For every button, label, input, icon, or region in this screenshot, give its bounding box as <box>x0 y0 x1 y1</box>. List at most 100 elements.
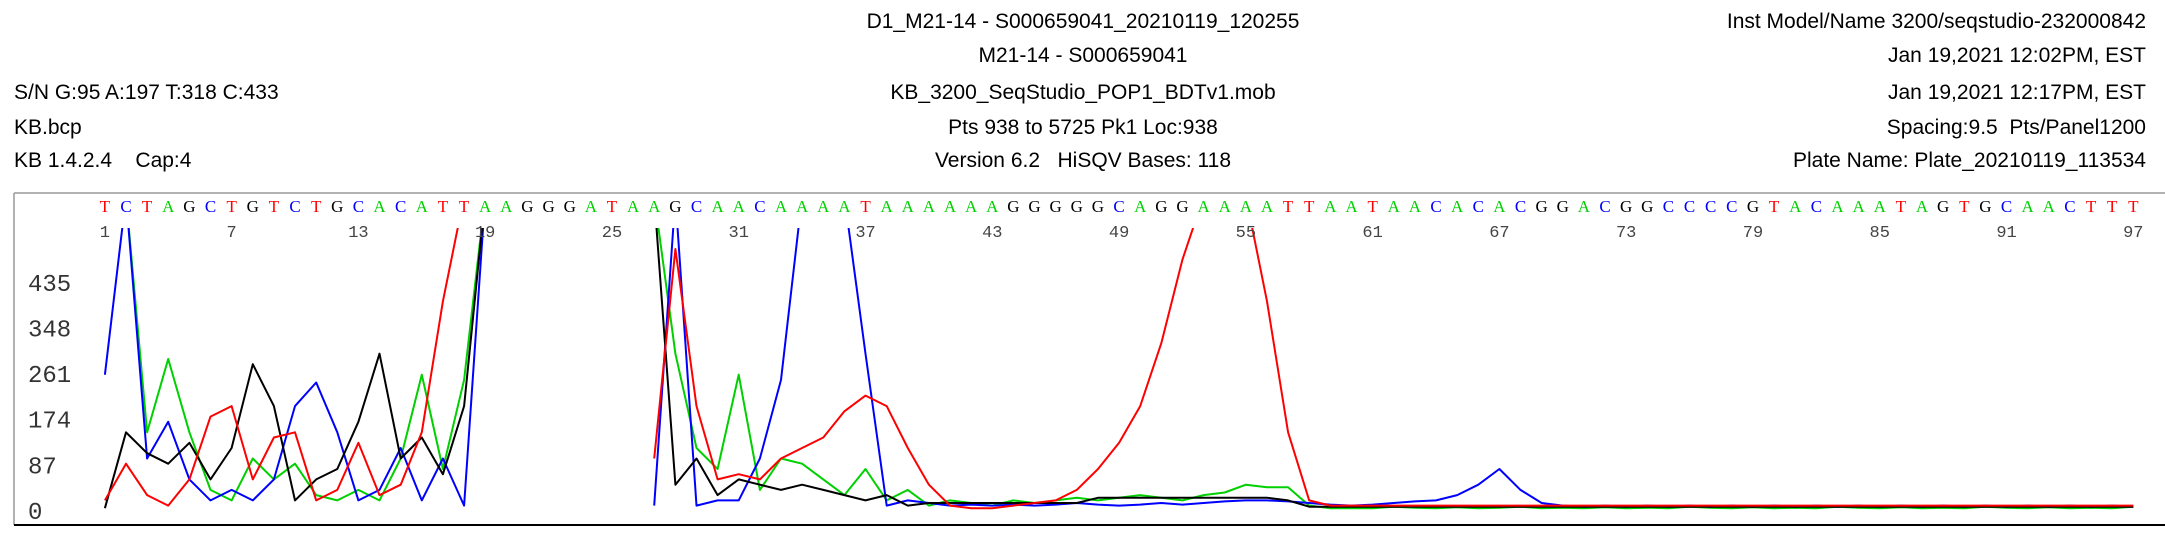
header-left-line: KB.bcp <box>14 116 82 139</box>
base-call: A <box>1219 197 1232 216</box>
base-call: A <box>986 197 999 216</box>
base-call: A <box>1493 197 1506 216</box>
base-call: T <box>1769 197 1780 216</box>
base-call: G <box>331 197 343 216</box>
base-call: A <box>648 197 661 216</box>
base-call: A <box>1324 197 1337 216</box>
base-call: T <box>142 197 153 216</box>
header-center-line: Version 6.2 HiSQV Bases: 118 <box>935 149 1231 172</box>
x-tick-label: 7 <box>227 224 237 243</box>
base-call: A <box>1916 197 1929 216</box>
base-call: A <box>817 197 830 216</box>
base-call: A <box>162 197 175 216</box>
base-call: T <box>1304 197 1315 216</box>
base-call: A <box>881 197 894 216</box>
header-right-line: Jan 19,2021 12:02PM, EST <box>1888 44 2146 67</box>
trace-line <box>103 228 2134 509</box>
base-call: T <box>1896 197 1907 216</box>
base-call: A <box>711 197 724 216</box>
base-call: C <box>205 197 216 216</box>
base-call: C <box>2064 197 2075 216</box>
x-tick-label: 67 <box>1489 224 1509 243</box>
x-tick-label: 37 <box>855 224 875 243</box>
base-call: A <box>373 197 386 216</box>
base-call: G <box>1536 197 1548 216</box>
base-call: A <box>1261 197 1274 216</box>
base-call: C <box>1726 197 1737 216</box>
header-center-line: Pts 938 to 5725 Pk1 Loc:938 <box>948 116 1218 139</box>
base-call: A <box>965 197 978 216</box>
base-call: A <box>796 197 809 216</box>
y-tick-label: 261 <box>28 363 71 390</box>
x-tick-label: 1 <box>100 224 110 243</box>
y-tick-label: 435 <box>28 272 71 299</box>
base-call: A <box>1134 197 1147 216</box>
base-call: C <box>395 197 406 216</box>
x-tick-label: 61 <box>1362 224 1382 243</box>
base-call: A <box>1578 197 1591 216</box>
base-call: T <box>459 197 470 216</box>
base-call: T <box>100 197 111 216</box>
base-call: G <box>1092 197 1104 216</box>
base-call: G <box>1050 197 1062 216</box>
base-call: A <box>1451 197 1464 216</box>
header-center-line: KB_3200_SeqStudio_POP1_BDTv1.mob <box>890 81 1275 104</box>
base-call: C <box>1113 197 1124 216</box>
base-call: A <box>944 197 957 216</box>
base-call: G <box>542 197 554 216</box>
base-call: G <box>1747 197 1759 216</box>
x-tick-label: 85 <box>1870 224 1890 243</box>
base-call: C <box>1684 197 1695 216</box>
base-call: C <box>754 197 765 216</box>
base-call: T <box>1283 197 1294 216</box>
base-call: A <box>1197 197 1210 216</box>
base-call: A <box>2022 197 2035 216</box>
base-call: A <box>923 197 936 216</box>
base-call: G <box>247 197 259 216</box>
base-call: G <box>1557 197 1569 216</box>
x-tick-label: 19 <box>475 224 495 243</box>
base-call: C <box>1811 197 1822 216</box>
base-call: C <box>1663 197 1674 216</box>
y-tick-label: 87 <box>28 454 57 481</box>
y-tick-label: 174 <box>28 409 71 436</box>
base-call: T <box>860 197 871 216</box>
base-call: A <box>416 197 429 216</box>
base-call: C <box>353 197 364 216</box>
base-call: T <box>438 197 449 216</box>
base-call: A <box>1409 197 1422 216</box>
base-call: C <box>1473 197 1484 216</box>
y-tick-label: 348 <box>28 318 71 345</box>
trace-line <box>104 228 2134 510</box>
base-call: G <box>183 197 195 216</box>
base-call: G <box>564 197 576 216</box>
base-call: G <box>669 197 681 216</box>
base-call: G <box>1620 197 1632 216</box>
base-call: A <box>1240 197 1253 216</box>
x-tick-label: 13 <box>348 224 368 243</box>
base-call: A <box>775 197 788 216</box>
base-call: T <box>311 197 322 216</box>
base-call: C <box>1515 197 1526 216</box>
x-tick-label: 49 <box>1109 224 1129 243</box>
x-tick-label: 25 <box>602 224 622 243</box>
x-tick-label: 55 <box>1236 224 1256 243</box>
base-call: A <box>627 197 640 216</box>
header-right-line: Spacing:9.5 Pts/Panel1200 <box>1887 116 2146 139</box>
header-right-line: Inst Model/Name 3200/seqstudio-232000842 <box>1727 10 2146 33</box>
base-call: T <box>1367 197 1378 216</box>
base-call: A <box>500 197 513 216</box>
x-tick-label: 79 <box>1743 224 1763 243</box>
header-right-line: Jan 19,2021 12:17PM, EST <box>1888 81 2146 104</box>
header-center-line: D1_M21-14 - S000659041_20210119_120255 <box>867 10 1300 33</box>
base-call: A <box>479 197 492 216</box>
base-call: C <box>2001 197 2012 216</box>
x-tick-label: 31 <box>729 224 749 243</box>
base-call: T <box>2107 197 2118 216</box>
base-call: T <box>2128 197 2139 216</box>
x-tick-label: 97 <box>2123 224 2143 243</box>
x-tick-label: 91 <box>1996 224 2016 243</box>
trace-line <box>103 228 2134 508</box>
base-call: A <box>1874 197 1887 216</box>
